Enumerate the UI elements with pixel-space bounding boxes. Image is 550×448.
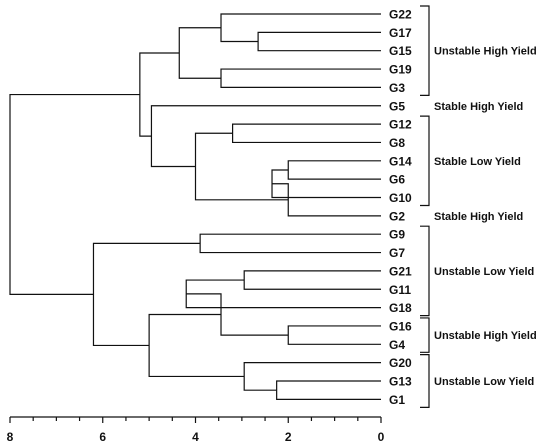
- branch-n13: [243, 270, 381, 290]
- group-label-4: Stable High Yield: [434, 211, 523, 223]
- leaf-label-g16: G16: [389, 319, 412, 333]
- branch-n12: [199, 233, 381, 254]
- leaf-label-g15: G15: [389, 44, 412, 58]
- branch-n18: [243, 362, 381, 391]
- group-annotations: Unstable High Yield Stable High Yield Stab…: [420, 5, 537, 408]
- tick-label-4: 4: [192, 430, 199, 444]
- branch-n5: [232, 123, 381, 144]
- leaf-label-g20: G20: [389, 356, 412, 370]
- branch-n2: [220, 13, 381, 43]
- group-bracket-1: [420, 5, 430, 96]
- leaf-label-g9: G9: [389, 228, 405, 242]
- group-bracket-5: [420, 225, 430, 317]
- branch-n15: [287, 325, 381, 345]
- leaf-label-g10: G10: [389, 191, 412, 205]
- leaf-label-g3: G3: [389, 81, 405, 95]
- branch-n19: [148, 313, 245, 378]
- x-axis: 8 6 4 2 0: [7, 416, 385, 444]
- leaf-label-g12: G12: [389, 118, 412, 132]
- branch-n8: [272, 183, 381, 217]
- leaf-label-g6: G6: [389, 173, 405, 187]
- leaf-label-g22: G22: [389, 8, 412, 22]
- tick-label-8: 8: [7, 430, 14, 444]
- leaf-label-g7: G7: [389, 246, 405, 260]
- branch-n21: [9, 93, 140, 296]
- branch-n4: [178, 27, 222, 79]
- group-bracket-3: [420, 115, 430, 207]
- branch-n10: [150, 105, 381, 168]
- leaf-label-g2: G2: [389, 209, 405, 223]
- tree-branches: [9, 13, 381, 400]
- tick-label-2: 2: [285, 430, 292, 444]
- leaf-label-g21: G21: [389, 264, 412, 278]
- group-label-2: Stable High Yield: [434, 101, 523, 113]
- leaf-label-g13: G13: [389, 375, 412, 389]
- branch-n1: [257, 31, 381, 52]
- tick-label-0: 0: [378, 430, 385, 444]
- leaf-label-g19: G19: [389, 63, 412, 77]
- branch-n3: [220, 68, 381, 88]
- group-bracket-6: [420, 317, 430, 353]
- leaf-label-g18: G18: [389, 301, 412, 315]
- group-bracket-7: [420, 354, 430, 408]
- leaf-label-g5: G5: [389, 99, 405, 113]
- leaf-label-g4: G4: [389, 338, 405, 352]
- branch-n20: [92, 242, 201, 347]
- branch-n6: [287, 160, 381, 180]
- group-label-1: Unstable High Yield: [434, 46, 537, 58]
- leaf-labels: G22 G17 G15 G19 G3 G5 G12 G8 G14 G6 G10 G2 G9 G7 G21 G1…: [389, 8, 412, 407]
- group-label-3: Stable Low Yield: [434, 156, 521, 168]
- branch-n17: [276, 380, 381, 400]
- group-label-6: Unstable High Yield: [434, 330, 537, 342]
- leaf-label-g11: G11: [389, 283, 411, 297]
- group-label-7: Unstable Low Yield: [434, 376, 534, 388]
- group-label-5: Unstable Low Yield: [434, 266, 534, 278]
- leaf-label-g8: G8: [389, 136, 405, 150]
- leaf-label-g1: G1: [389, 393, 405, 407]
- branch-n9: [194, 132, 289, 201]
- tick-label-6: 6: [99, 430, 106, 444]
- leaf-label-g14: G14: [389, 154, 412, 168]
- leaf-label-g17: G17: [389, 26, 412, 40]
- branch-n11: [139, 52, 180, 137]
